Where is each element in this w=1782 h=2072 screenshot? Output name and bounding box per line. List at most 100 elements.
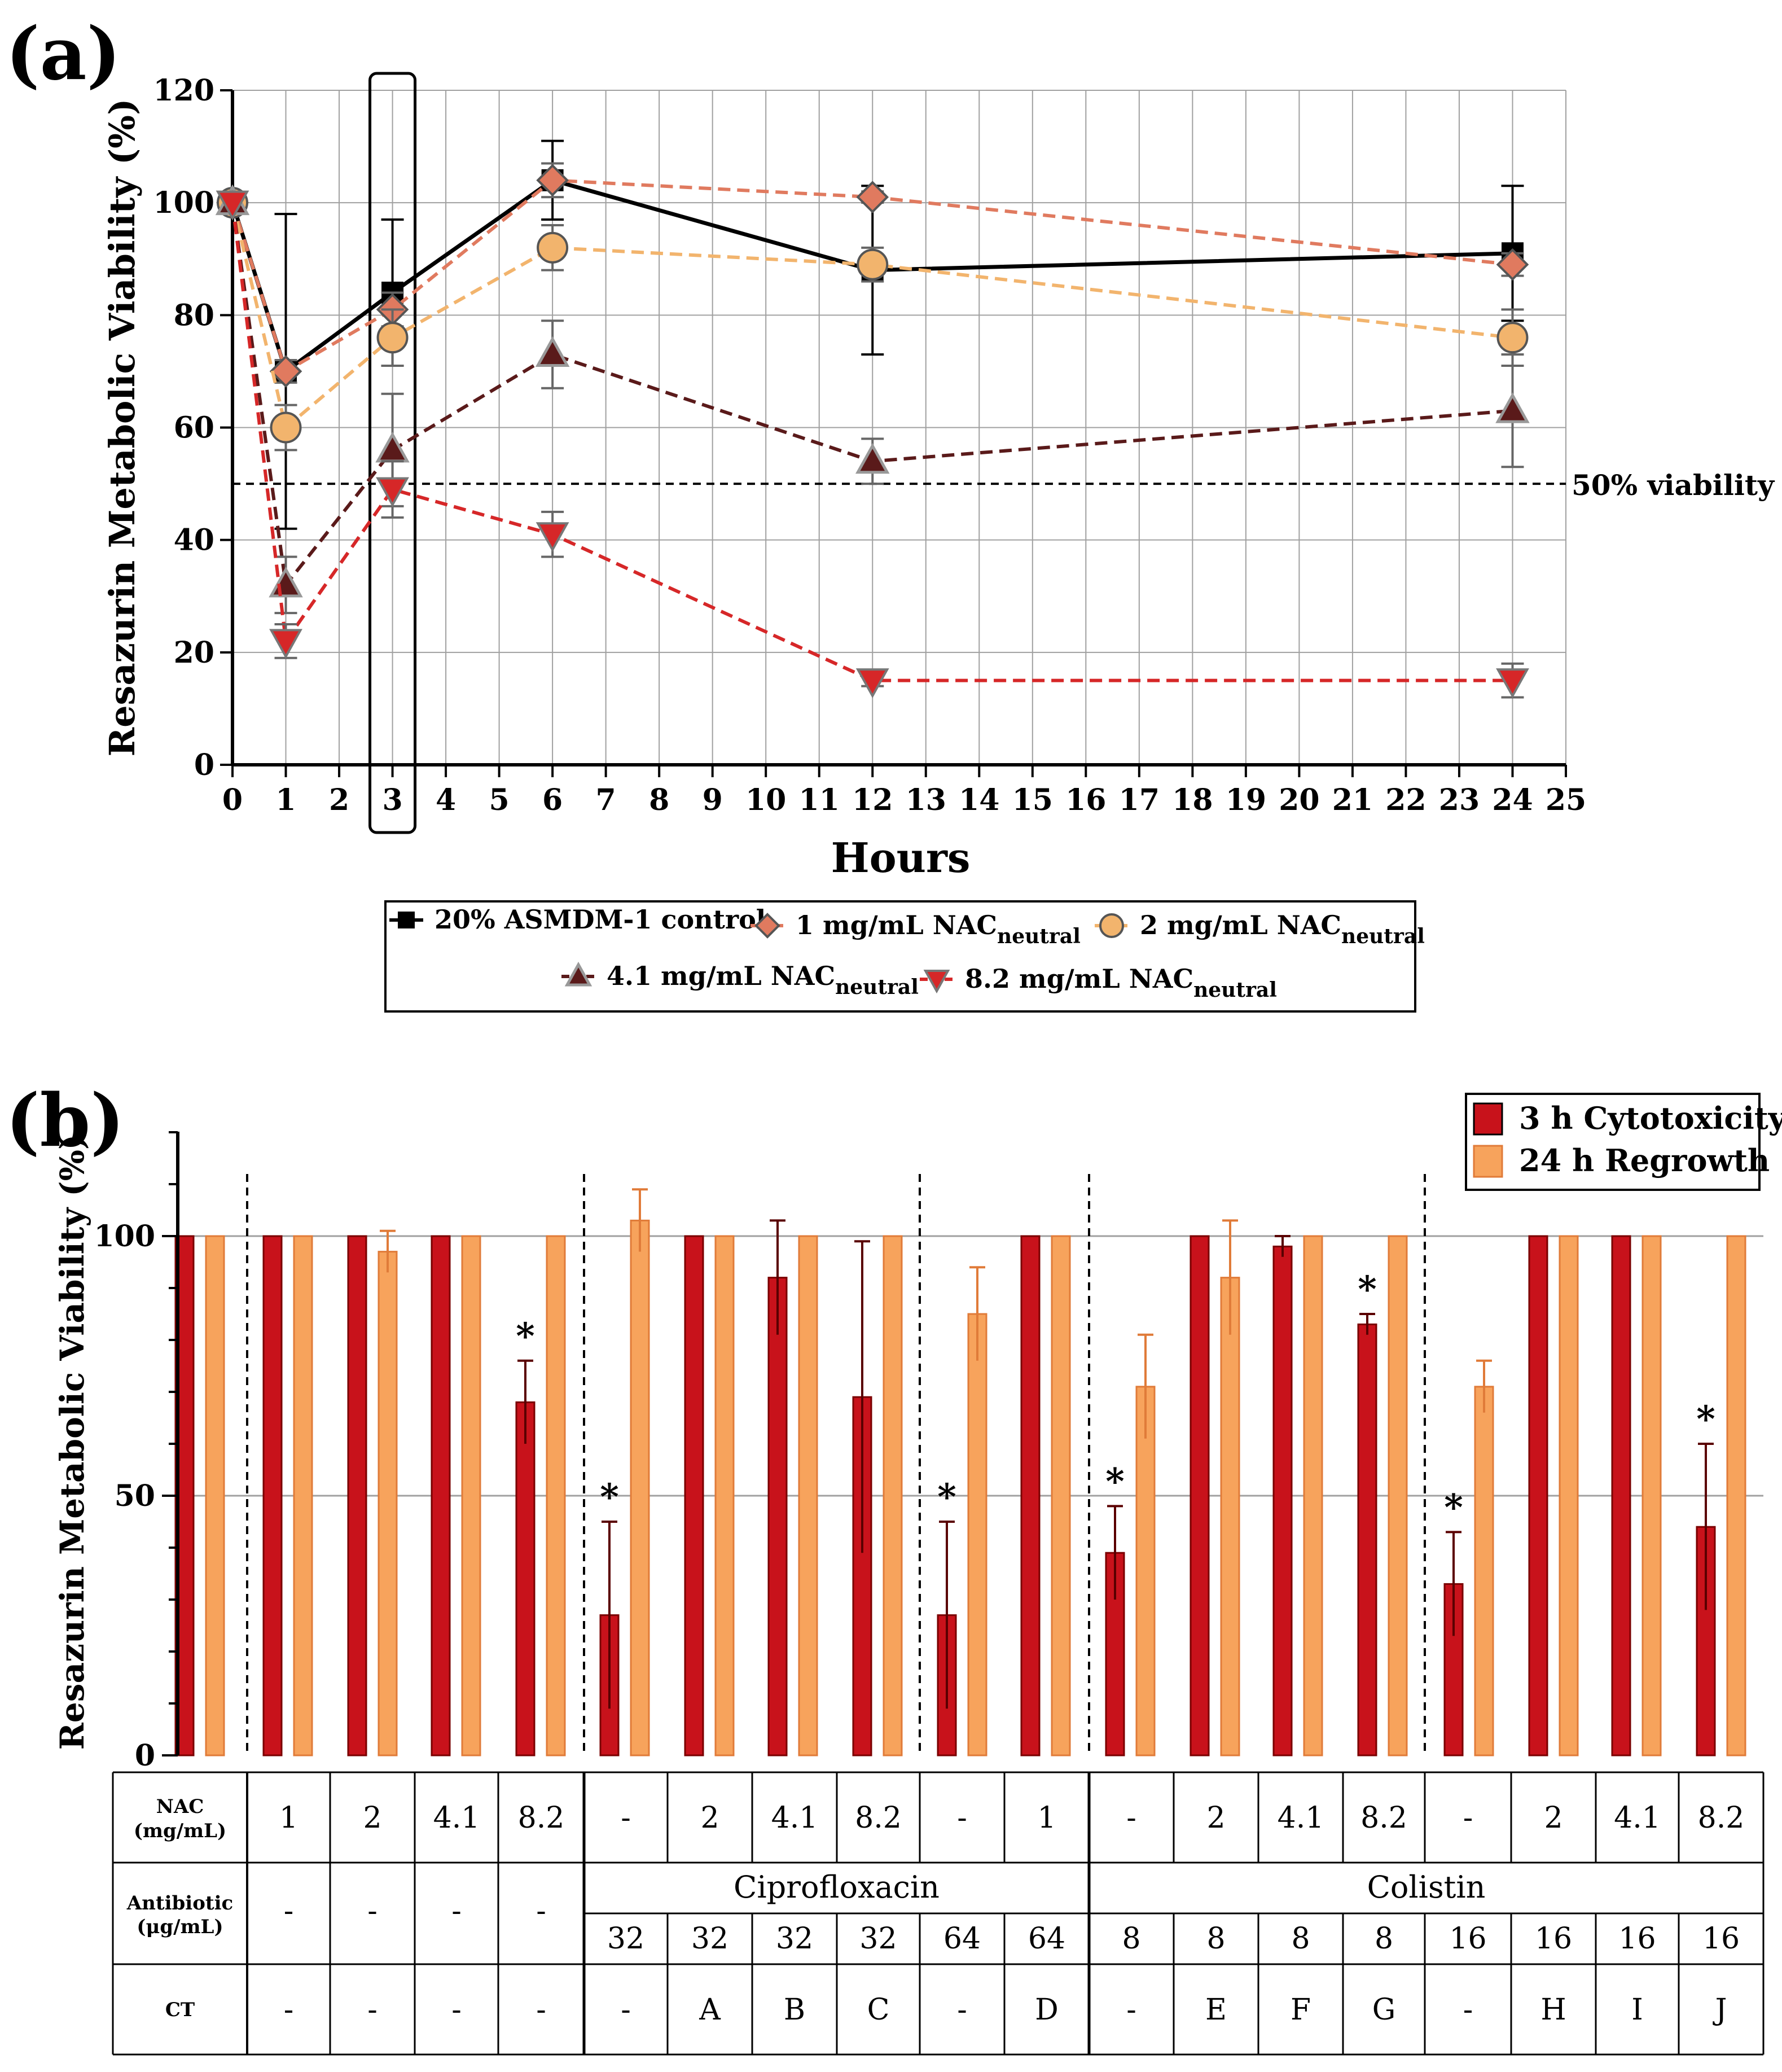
- concentration-cell: 32: [859, 1922, 897, 1956]
- ct-cell: -: [536, 1993, 546, 2027]
- nac-cell: 2: [1544, 1801, 1562, 1835]
- bar-regrowth: [967, 1313, 987, 1756]
- bar-regrowth: [1303, 1235, 1323, 1756]
- ct-cell: -: [1463, 1993, 1473, 2027]
- significance-marker: *: [516, 1315, 534, 1357]
- ct-cell: I: [1631, 1993, 1643, 2027]
- data-point-triangle-down: [216, 190, 249, 221]
- ct-cell: -: [1126, 1993, 1136, 2027]
- nac-cell: -: [621, 1801, 631, 1835]
- concentration-cell: 32: [776, 1922, 813, 1956]
- bar-regrowth: [1641, 1235, 1662, 1756]
- legend-label: 8.2 mg/mL NACneutral: [965, 963, 1277, 1002]
- nac-cell: 8.2: [1698, 1801, 1745, 1835]
- x-tick-label: 20: [1279, 783, 1319, 817]
- x-tick-label: 4: [436, 783, 456, 817]
- data-point-circle: [1496, 322, 1529, 354]
- legend-item-3: 4.1 mg/mL NACneutral: [561, 961, 919, 999]
- bar-group-1: [262, 1235, 313, 1756]
- panel-a-ticks: 0 1 2 3 4 5 6 7 8 9 10 11 12 13 14 15 16 17 18 19 20 21 22 23 24…: [153, 73, 1586, 817]
- antibiotic-cell: -: [367, 1894, 378, 1928]
- legend-label: 1 mg/mL NACneutral: [796, 910, 1081, 948]
- bar-cytotoxicity: [1020, 1235, 1041, 1756]
- series-4: [216, 190, 1529, 699]
- bar-cytotoxicity: [1357, 1323, 1377, 1756]
- data-point-circle: [537, 231, 569, 264]
- bar-cytotoxicity: [1272, 1245, 1293, 1756]
- data-point-triangle-down: [536, 522, 569, 553]
- bar-cytotoxicity: [347, 1235, 367, 1756]
- nac-cell: 2: [363, 1801, 381, 1835]
- panel-b-legend-box: [1465, 1093, 1761, 1191]
- bar-group-14: *: [1357, 1235, 1408, 1756]
- x-tick-label: 25: [1546, 783, 1586, 817]
- legend-label-main: 8.2 mg/mL NAC: [965, 963, 1193, 994]
- nac-cell: 1: [1037, 1801, 1056, 1835]
- x-tick-label: 14: [959, 783, 999, 817]
- concentration-cell: 8: [1291, 1922, 1310, 1956]
- legend-label: 24 h Regrowth: [1519, 1142, 1770, 1179]
- nac-cell: 8.2: [1360, 1801, 1407, 1835]
- row-label-main: CT: [165, 1999, 195, 2021]
- nac-cell: -: [957, 1801, 967, 1835]
- ct-cell: -: [621, 1993, 631, 2027]
- significance-marker: *: [600, 1476, 618, 1518]
- antibiotic-cell: -: [451, 1894, 462, 1928]
- significance-marker: *: [1358, 1268, 1376, 1311]
- legend-item-0: 20% ASMDM-1 control: [389, 904, 766, 935]
- ct-cell: -: [451, 1993, 462, 2027]
- data-point-circle: [857, 248, 889, 281]
- x-tick-label: 22: [1385, 783, 1426, 817]
- panel-a-legend-box: [384, 900, 1416, 1013]
- x-tick-label: 6: [542, 783, 563, 817]
- data-point-triangle-up: [855, 443, 890, 474]
- data-point-circle: [270, 411, 302, 444]
- data-point-circle: [376, 322, 409, 354]
- bar-group-13: [1272, 1235, 1323, 1756]
- bar-group-5: *: [599, 1188, 650, 1756]
- legend-marker: [1099, 913, 1124, 938]
- x-tick-label: 9: [703, 783, 723, 817]
- concentration-cell: 8: [1375, 1922, 1393, 1956]
- x-tick-label: 1: [275, 783, 296, 817]
- panel-b-label: (b): [6, 1079, 125, 1163]
- ct-cell: G: [1372, 1993, 1396, 2027]
- panel-a-label: (a): [6, 12, 121, 97]
- bar-regrowth: [546, 1235, 566, 1756]
- bar-regrowth: [798, 1235, 818, 1756]
- concentration-cell: 64: [943, 1922, 981, 1956]
- nac-cell: 2: [1206, 1801, 1225, 1835]
- nac-cell: 8.2: [855, 1801, 902, 1835]
- bar-regrowth: [1051, 1235, 1071, 1756]
- bar-cytotoxicity: [1190, 1235, 1210, 1756]
- y-tick-label: 50: [115, 1479, 155, 1513]
- legend-label-main: 4.1 mg/mL NAC: [607, 961, 835, 991]
- bar-group-7: [767, 1219, 818, 1756]
- legend-label-main: 2 mg/mL NAC: [1140, 910, 1341, 940]
- legend-label-main: 20% ASMDM-1 control: [434, 904, 766, 935]
- reference-line-label: 50% viability: [1572, 468, 1775, 502]
- legend-marker: [398, 912, 415, 928]
- bar-group-2: [347, 1229, 398, 1756]
- concentration-cell: 16: [1618, 1922, 1656, 1956]
- legend-label-sub: neutral: [1341, 925, 1425, 948]
- legend-marker: [754, 913, 780, 939]
- antibiotic-group-colistin: Colistin: [1367, 1869, 1486, 1905]
- antibiotic-cell: -: [536, 1894, 546, 1928]
- legend-label-sub: neutral: [1193, 978, 1277, 1002]
- ct-cell: B: [784, 1993, 805, 2027]
- bar-regrowth: [205, 1235, 225, 1756]
- legend-item-1: 1 mg/mL NACneutral: [750, 910, 1081, 948]
- data-point-triangle-down: [1496, 668, 1529, 699]
- bar-regrowth: [1474, 1386, 1494, 1756]
- bar-regrowth: [714, 1235, 735, 1756]
- series-line: [230, 178, 1513, 375]
- y-tick-label: 0: [135, 1738, 155, 1773]
- x-tick-label: 5: [489, 783, 510, 817]
- bar-regrowth: [630, 1219, 650, 1756]
- y-tick-label: 100: [94, 1219, 155, 1254]
- y-tick-label: 0: [194, 748, 214, 782]
- y-tick-label: 40: [174, 523, 214, 558]
- bar-regrowth: [378, 1251, 398, 1756]
- data-point-triangle-down: [376, 477, 409, 507]
